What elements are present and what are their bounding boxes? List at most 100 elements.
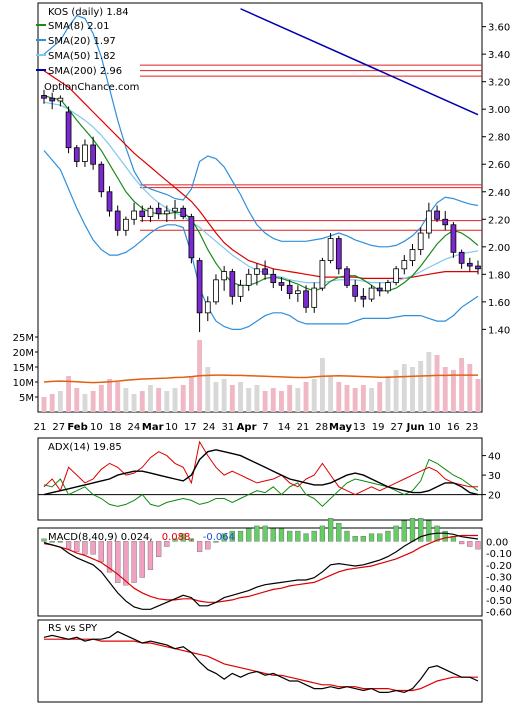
candle-body [344,268,350,286]
macd-panel: 0.00-0.10-0.20-0.30-0.40-0.50-0.60 MACD(… [37,518,512,619]
price-tick-label: 3.00 [488,105,510,116]
rs-label: RS vs SPY [48,623,98,634]
volume-bar [82,394,88,412]
candle-body [262,268,268,275]
macd-histogram-bar [74,541,80,552]
date-tick-label: 14 [278,422,291,433]
candle-body [98,163,105,193]
macd-tick-label: -0.40 [486,584,512,595]
macd-histogram-bar [123,541,129,586]
macd-histogram-bar [115,541,121,583]
volume-bar [57,391,63,412]
legend-sma50: SMA(50) 1.82 [36,51,116,62]
volume-tick-label: 20M [13,348,34,359]
date-tick-label: 17 [184,422,197,433]
macd-histogram-bar [377,533,383,542]
macd-series: 0.00-0.10-0.20-0.30-0.40-0.50-0.60 [41,518,512,619]
volume-bar [107,379,112,412]
macd-histogram-bar [418,518,424,542]
rs-average-line [44,638,478,692]
macd-histogram-bar [254,525,260,542]
volume-bar [352,388,358,412]
price-tick-label: 3.20 [488,78,510,89]
sma50-line [43,101,479,284]
date-tick-label: 24 [128,422,141,433]
macd-histogram-bar [205,541,211,550]
price-tick-label: 1.60 [488,298,510,309]
date-tick-label: 10 [428,422,441,433]
macd-histogram-bar [327,518,334,542]
date-tick-label: 16 [447,422,460,433]
date-tick-label: 21 [297,422,310,433]
macd-histogram-bar [287,530,293,542]
macd-signal-line [43,534,478,603]
price-axis: 1.40 1.60 1.80 2.00 2.20 2.40 2.60 2.80 3.00 3.20… [482,23,510,336]
date-axis: 21 27 Feb 10 18 24 Mar 10 17 24 31 Apr 7 14 21 28 May 13 1… [34,422,479,433]
macd-histogram-bar [442,530,448,542]
candle-body [73,147,80,162]
volume-bar [270,388,276,412]
volume-bar [172,388,178,412]
date-tick-label: 27 [52,422,65,433]
macd-histogram-bar [360,536,366,542]
candle-body [49,97,56,102]
price-gridlines [140,64,482,231]
date-tick-label: 24 [203,422,216,433]
candle-body [426,210,432,234]
date-tick-label: 27 [391,422,404,433]
volume-bar [188,376,194,412]
macd-histogram-bar [147,541,154,570]
volume-bar [426,352,432,412]
candle-body [409,249,416,261]
legend-sma8: SMA(8) 2.01 [36,21,109,32]
volume-bar [450,370,456,412]
volume-bar [254,385,260,412]
candle-body [180,207,187,217]
volume-tick-label: 10M [13,378,34,389]
macd-histogram-bar [295,530,301,542]
sma200-line [240,8,479,116]
volume-bar [434,355,440,412]
adx-panel: 20 30 40 ADX(14) 19.85 [37,437,501,521]
candle-body [286,284,293,294]
macd-signal-label: 0.088, [162,532,194,543]
volume-bar [246,388,252,412]
plus-di-line [43,440,478,496]
candle-body [278,282,285,286]
volume-bar [229,385,235,412]
volume-bar [74,388,80,412]
candle-body [303,290,309,308]
minus-di-line [43,458,479,507]
macd-tick-label: -0.60 [486,608,512,619]
macd-histogram-bar [90,541,96,555]
candle-body [155,207,162,215]
macd-histogram-bar [336,523,342,542]
candle-body [172,207,178,212]
adx-tick-label: 40 [488,452,501,463]
sma8-line [43,94,479,292]
price-panel: 1.40 1.60 1.80 2.00 2.20 2.40 2.60 2.80 3.00 3.20… [13,2,510,413]
macd-histogram-bar [156,541,162,557]
macd-histogram-bar [246,528,252,542]
price-tick-label: 2.40 [488,188,510,199]
candle-body [442,218,449,226]
candle-body [311,287,318,308]
volume-bar [66,376,72,412]
macd-panel-frame [37,527,483,617]
price-tick-label: 2.00 [488,243,510,254]
candle-body [352,284,359,297]
volume-bar [393,370,399,412]
volume-bar [295,388,301,412]
candle-body [196,260,203,314]
volume-axis: 5M 10M 15M 20M 25M [13,333,38,404]
volume-bar [238,382,243,412]
candle-body [368,287,375,300]
macd-histogram-bar [475,541,481,550]
volume-bars [41,340,481,412]
macd-tick-label: -0.10 [486,549,512,560]
price-tick-label: 3.60 [488,23,510,34]
adx-panel-frame [37,437,483,521]
candle-body [270,273,277,283]
volume-bar [360,385,366,412]
